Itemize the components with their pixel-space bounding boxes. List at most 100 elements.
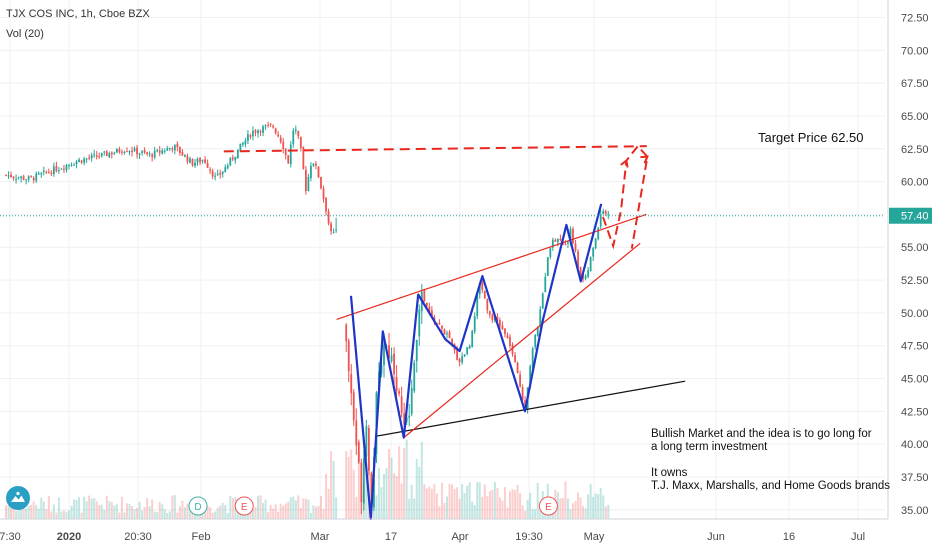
volume-bar [574, 501, 577, 519]
volume-bar [509, 491, 511, 519]
candle [330, 223, 332, 232]
volume-bar [163, 509, 166, 519]
candle [468, 346, 471, 349]
volume-bar [143, 506, 146, 519]
candle [315, 163, 317, 166]
candle [380, 365, 383, 375]
candle [529, 366, 532, 389]
volume-bar [388, 449, 391, 519]
candle [163, 150, 166, 152]
volume-bar [408, 498, 411, 519]
candle [322, 188, 325, 199]
candle [317, 166, 320, 178]
volume-bar [302, 498, 305, 519]
candle [509, 336, 511, 346]
candle [448, 331, 451, 339]
candle [7, 175, 10, 177]
candle [463, 354, 466, 357]
candle [115, 148, 118, 153]
volume-bar [516, 484, 519, 519]
volume-bar [30, 504, 33, 519]
marker-letter: E [241, 502, 248, 513]
candle [5, 174, 7, 176]
volume-bar [251, 508, 254, 519]
current-price-badge [889, 207, 932, 224]
candle [85, 158, 88, 160]
tradingview-logo-button[interactable] [6, 486, 30, 510]
candle [247, 134, 249, 141]
candle [370, 474, 373, 508]
current-price-label: 57.40 [901, 211, 929, 223]
volume-bar [289, 497, 292, 519]
volume-bar [25, 508, 28, 519]
candle [531, 348, 534, 368]
candle [231, 157, 234, 160]
candle [519, 374, 521, 387]
candle [325, 197, 327, 212]
candle [544, 276, 547, 293]
volume-bar [526, 499, 529, 519]
candle [461, 356, 464, 363]
volume-bar [430, 488, 433, 519]
candle [365, 426, 368, 457]
volume-bar [415, 458, 418, 519]
candle [478, 283, 481, 295]
volume-bar [136, 508, 139, 519]
volume-bar [262, 502, 265, 519]
price-tick-label: 42.50 [901, 406, 929, 418]
volume-bar [186, 503, 189, 519]
volume-bar [118, 512, 121, 519]
volume-bar [168, 511, 171, 519]
candle [539, 309, 542, 326]
volume-bar [569, 509, 572, 519]
marker-letter: E [545, 502, 552, 513]
earnings-marker[interactable]: E [234, 496, 254, 516]
candle [93, 154, 96, 156]
target-price-label: Target Price 62.50 [758, 130, 864, 145]
candle [108, 153, 111, 158]
volume-bar [453, 489, 456, 519]
volume-bar [65, 511, 68, 519]
candle [569, 228, 572, 242]
symbol-legend: TJX COS INC, 1h, Cboe BZX [6, 8, 150, 20]
volume-bar [103, 509, 106, 519]
candle [143, 150, 146, 153]
volume-bar [451, 484, 454, 519]
volume-bar [463, 493, 466, 519]
marker-letter: D [194, 502, 201, 513]
volume-bar [539, 510, 542, 519]
earnings-marker[interactable]: E [538, 496, 558, 516]
candle [430, 310, 433, 317]
price-tick-label: 67.50 [901, 78, 929, 90]
volume-bar [146, 498, 149, 519]
chart-drawings [0, 144, 885, 521]
volume-bar [90, 498, 93, 519]
candle [572, 228, 574, 244]
price-tick-label: 40.00 [901, 439, 929, 451]
volume-bar [312, 505, 315, 519]
marker-circle [234, 496, 254, 516]
volume-bar [435, 493, 438, 519]
volume-bar [418, 466, 421, 519]
volume-bar [501, 500, 504, 519]
volume-bar [98, 505, 101, 519]
volume-bar [486, 496, 489, 519]
candle [199, 158, 201, 163]
volume-bar [531, 509, 534, 519]
candle [153, 150, 156, 158]
volume-bar [385, 467, 388, 519]
candle [511, 344, 514, 355]
candle [131, 150, 133, 153]
volume-bar [592, 496, 595, 519]
dividend-marker[interactable]: D [188, 496, 208, 516]
candle [146, 152, 149, 155]
candle [347, 340, 350, 372]
volume-bar [461, 484, 464, 519]
volume-bar [42, 501, 45, 519]
volume-bar [566, 498, 569, 519]
candle [335, 229, 338, 231]
candle [229, 158, 232, 166]
candle [196, 158, 199, 163]
candle [476, 294, 479, 317]
